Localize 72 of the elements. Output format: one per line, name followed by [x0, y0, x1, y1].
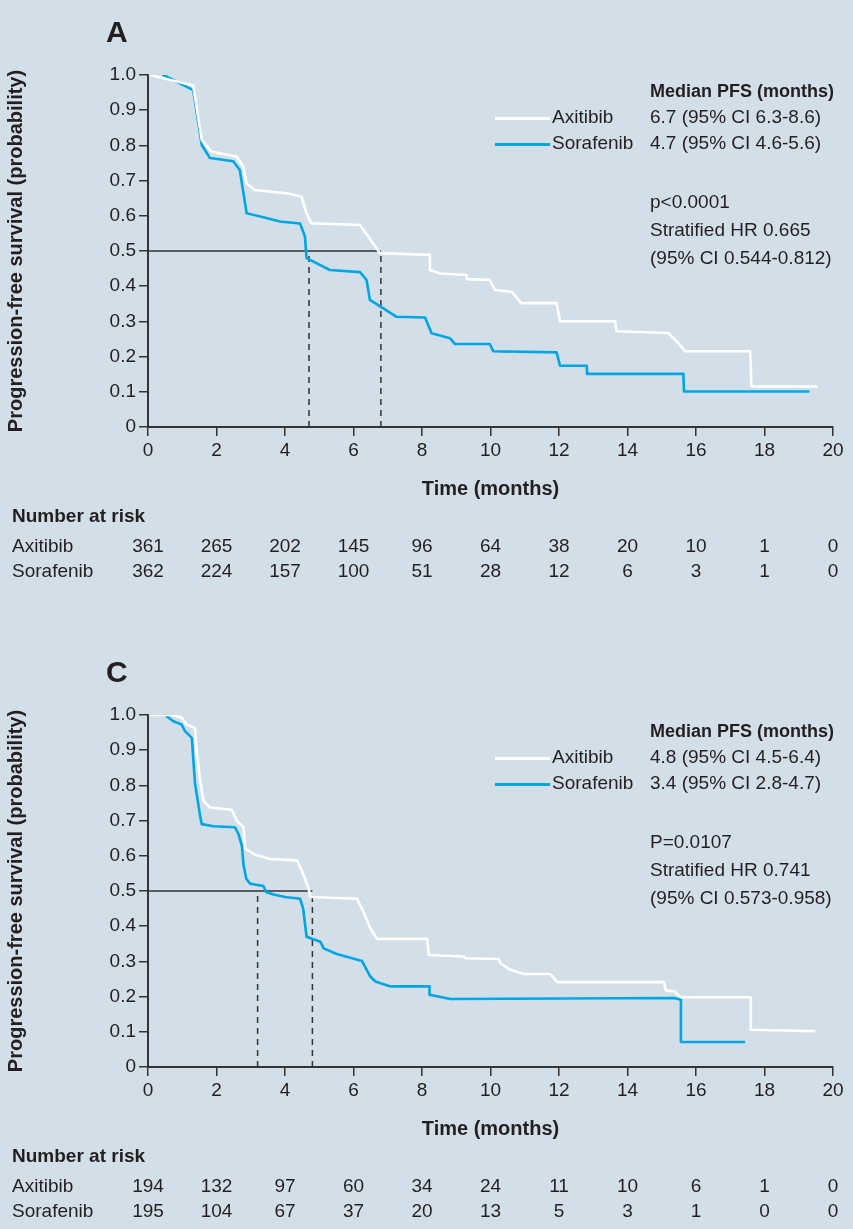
y-tick-label: 0.7 [109, 808, 136, 830]
y-tick-label: 0.3 [109, 949, 136, 971]
y-tick-label: 0.8 [109, 133, 136, 155]
annotation: p<0.0001 [650, 190, 731, 214]
annotation: P=0.0107 [650, 830, 733, 854]
x-tick-label: 14 [616, 1078, 639, 1100]
y-tick-label: 0.6 [109, 844, 136, 866]
legend-label: Axitibib [552, 745, 614, 769]
y-tick-label: 0 [125, 1055, 136, 1077]
x-tick-label: 0 [142, 1078, 154, 1100]
y-tick-label: 0.3 [109, 309, 136, 331]
x-tick-label: 10 [479, 438, 502, 460]
y-tick-label: 0.9 [109, 98, 136, 120]
y-axis-title: Progression-free survival (probability) [3, 69, 26, 433]
y-tick-label: 0.2 [109, 344, 136, 366]
y-tick-label: 0.7 [109, 168, 136, 190]
x-tick-label: 4 [279, 1078, 291, 1100]
y-tick-label: 1.0 [109, 703, 136, 725]
text: Axitibib 361 265 202 145 96 64 38 20 10 1 0 [12, 535, 839, 556]
x-tick-label: 2 [211, 1078, 222, 1100]
y-tick-label: 0.5 [109, 879, 136, 901]
y-tick-label: 0.1 [109, 1020, 136, 1042]
annotation: 6.7 (95% CI 6.3-8.6) [650, 105, 822, 129]
x-tick-label: 8 [416, 438, 428, 460]
legend-label: Axitibib [552, 105, 614, 129]
chart-title: C [106, 655, 128, 688]
text: Axitibib 194 132 97 60 34 24 11 10 6 1 0 [12, 1175, 839, 1196]
x-tick-label: 12 [548, 438, 570, 460]
annotation: 3.4 (95% CI 2.8-4.7) [650, 771, 822, 795]
x-tick-label: 10 [479, 1078, 502, 1100]
x-tick-label: 6 [348, 438, 359, 460]
x-tick-label: 4 [279, 438, 291, 460]
x-tick-label: 0 [142, 438, 154, 460]
y-tick-label: 0.6 [109, 204, 136, 226]
y-tick-label: 0.4 [109, 914, 137, 936]
y-tick-label: 0 [125, 415, 136, 437]
y-axis-title: Progression-free survival (probability) [3, 709, 26, 1073]
annotation: Stratified HR 0.741 [650, 858, 812, 882]
y-tick-label: 1.0 [109, 63, 136, 85]
x-tick-label: 14 [616, 438, 639, 460]
annotation: (95% CI 0.573-0.958) [650, 886, 832, 910]
y-tick-label: 0.4 [109, 274, 137, 296]
x-axis-title: Time (months) [421, 1116, 560, 1139]
y-tick-label: 0.9 [109, 738, 136, 760]
annotation: Stratified HR 0.665 [650, 218, 812, 242]
legend-title: Median PFS (months) [650, 80, 834, 103]
y-tick-label: 0.5 [109, 239, 136, 261]
annotation: (95% CI 0.544-0.812) [650, 246, 832, 270]
text: Number at risk [12, 1145, 146, 1167]
x-axis-title: Time (months) [421, 476, 560, 499]
legend-label: Sorafenib [552, 771, 634, 795]
x-tick-label: 18 [753, 438, 776, 460]
text: Sorafenib 362 224 157 100 51 28 12 6 3 1 0 [12, 560, 839, 581]
y-tick-label: 0.2 [109, 984, 136, 1006]
y-tick-label: 0.8 [109, 773, 136, 795]
text: Sorafenib 195 104 67 37 20 13 5 3 1 0 0 [12, 1200, 839, 1221]
chart-title: A [106, 15, 128, 48]
legend-label: Sorafenib [552, 131, 634, 155]
x-tick-label: 8 [416, 1078, 428, 1100]
annotation: 4.7 (95% CI 4.6-5.6) [650, 131, 822, 155]
x-tick-label: 18 [753, 1078, 776, 1100]
x-tick-label: 16 [685, 438, 707, 460]
x-tick-label: 20 [822, 1078, 844, 1100]
legend-title: Median PFS (months) [650, 720, 834, 743]
x-tick-label: 2 [211, 438, 222, 460]
x-tick-label: 20 [822, 438, 844, 460]
text: Number at risk [12, 505, 146, 527]
x-tick-label: 6 [348, 1078, 359, 1100]
y-tick-label: 0.1 [109, 380, 136, 402]
x-tick-label: 12 [548, 1078, 570, 1100]
x-tick-label: 16 [685, 1078, 707, 1100]
annotation: 4.8 (95% CI 4.5-6.4) [650, 745, 822, 769]
